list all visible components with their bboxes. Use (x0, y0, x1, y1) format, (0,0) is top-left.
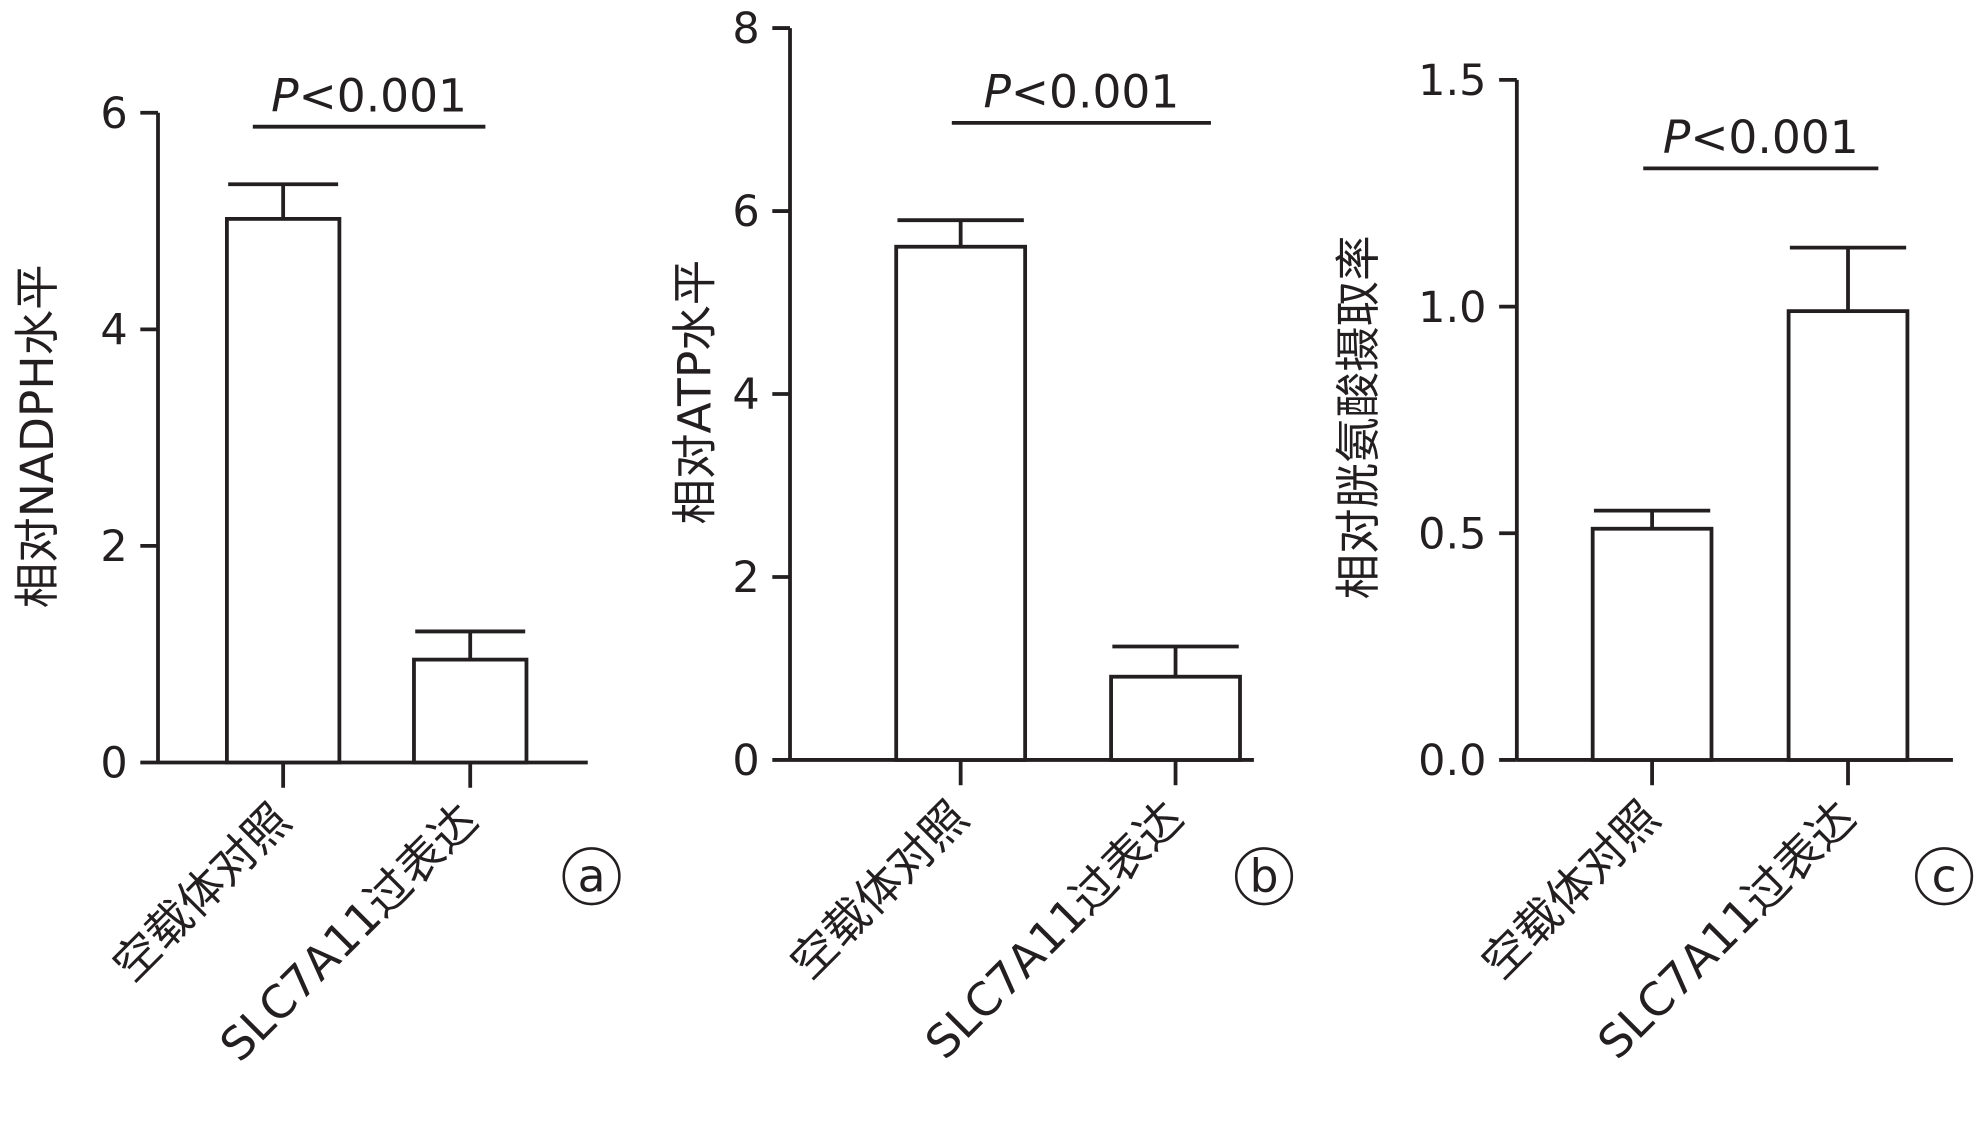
bar (1786, 309, 1910, 762)
y-tick-label: 0.5 (1418, 509, 1486, 559)
bar (412, 657, 529, 765)
p-symbol: P (271, 70, 299, 123)
y-axis-label: 相对ATP水平 (668, 260, 721, 525)
y-tick-label: 1.0 (1418, 283, 1486, 333)
p-value: <0.001 (1690, 111, 1858, 164)
x-tick-label: 空载体对照 (780, 791, 978, 989)
y-tick-label: 2 (732, 553, 759, 603)
y-tick-label: 4 (100, 306, 127, 356)
panel-letter: b (1250, 849, 1279, 902)
x-tick-label: 空载体对照 (103, 793, 301, 991)
p-value: <0.001 (299, 70, 467, 123)
p-value-label: P<0.001 (1663, 111, 1859, 164)
panel-letter-circle (562, 847, 621, 906)
y-tick-label: 1.5 (1418, 56, 1486, 106)
y-tick-label: 4 (732, 370, 759, 420)
bar (894, 244, 1028, 762)
p-symbol: P (983, 66, 1011, 119)
y-axis-label: 相对胱氨酸摄取率 (1332, 235, 1385, 599)
y-tick-label: 6 (732, 187, 759, 237)
panel-letter: a (578, 849, 606, 902)
p-value: <0.001 (1011, 66, 1179, 119)
panel-letter: c (1932, 849, 1957, 902)
bar (1109, 674, 1242, 762)
p-value-label: P<0.001 (983, 66, 1179, 119)
y-tick-label: 6 (100, 89, 127, 139)
chart-panel-c: 0.00.51.01.5相对胱氨酸摄取率空载体对照SLC7A11过表达P<0.0… (1332, 56, 1974, 1069)
y-tick-label: 0 (732, 736, 759, 786)
p-value-label: P<0.001 (271, 70, 467, 123)
y-tick-label: 0.0 (1418, 736, 1486, 786)
bar (1590, 526, 1714, 762)
y-axis-label: 相对NADPH水平 (11, 264, 64, 608)
x-tick-label: 空载体对照 (1472, 791, 1670, 989)
y-tick-label: 8 (732, 4, 759, 54)
p-symbol: P (1663, 111, 1691, 164)
bar (224, 216, 342, 765)
panel-letter-circle (1915, 847, 1974, 906)
y-tick-label: 0 (100, 739, 127, 789)
panel-letter-circle (1234, 847, 1294, 906)
y-tick-label: 2 (100, 522, 127, 572)
